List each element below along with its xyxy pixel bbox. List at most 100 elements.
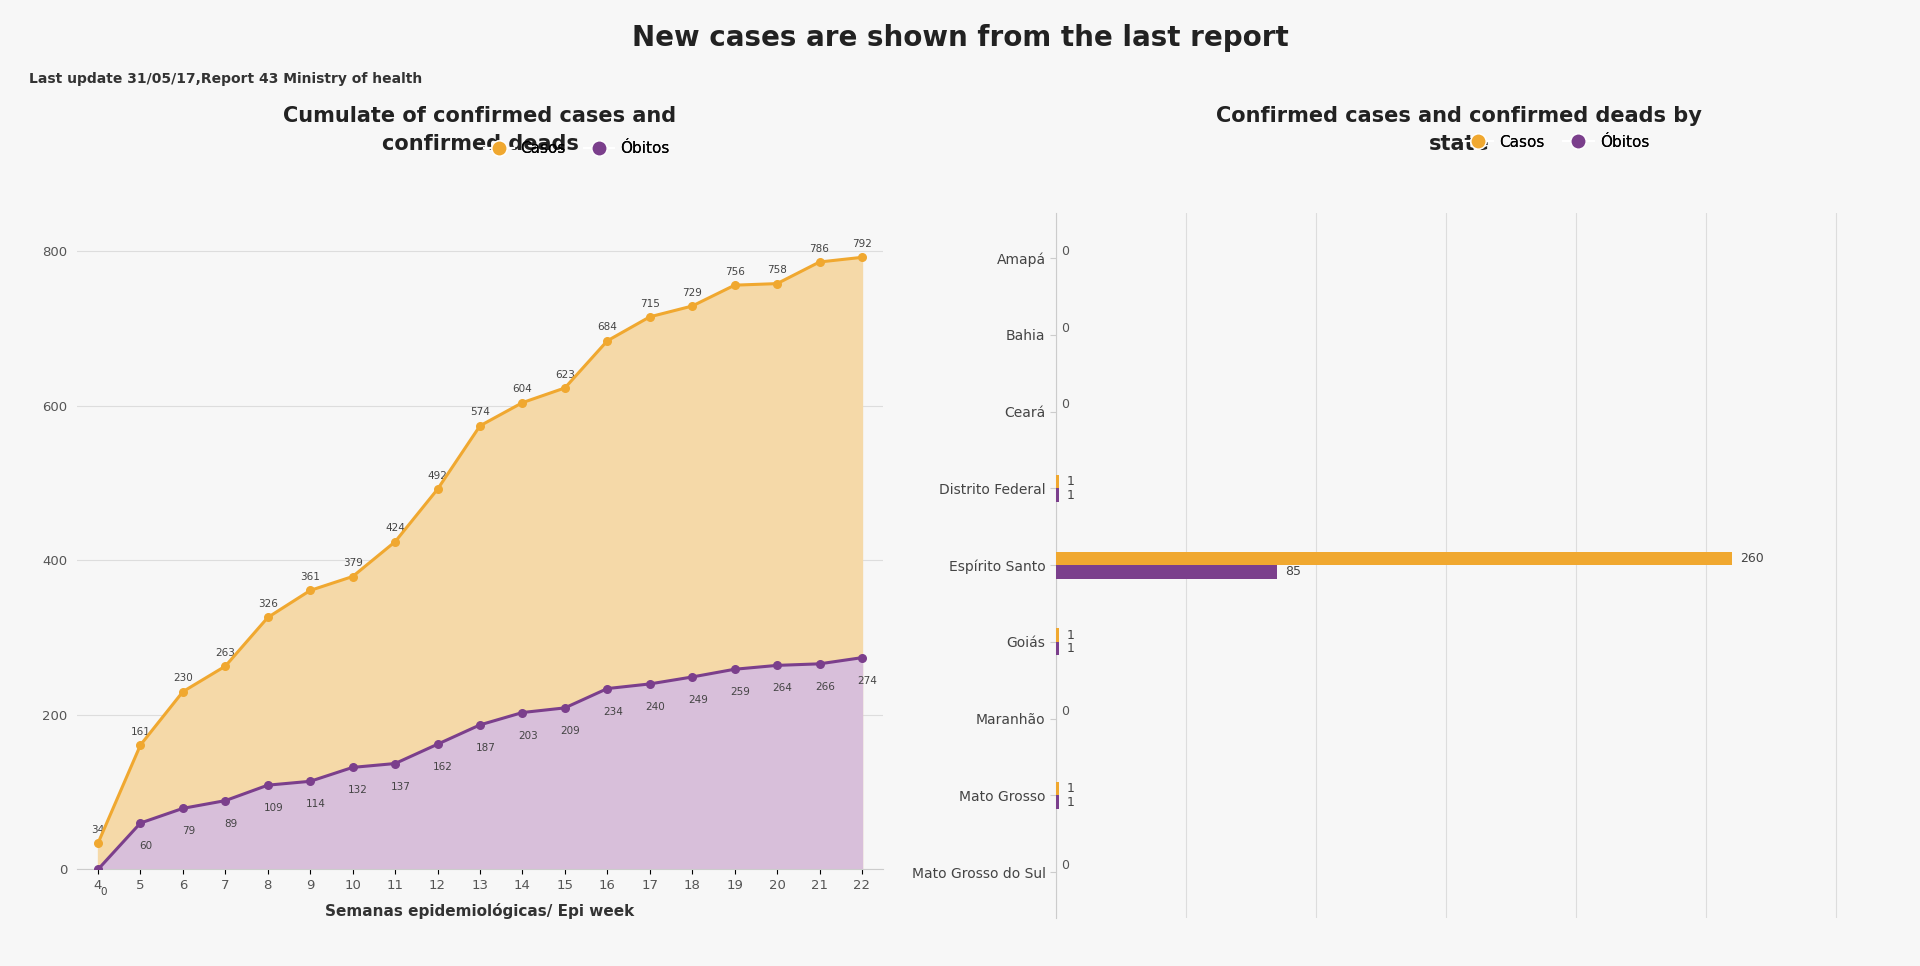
Text: 424: 424 xyxy=(386,524,405,533)
Point xyxy=(804,254,835,270)
Point xyxy=(209,659,240,674)
Point xyxy=(380,534,411,550)
Point xyxy=(338,759,369,775)
Text: 1: 1 xyxy=(1066,629,1075,641)
Point xyxy=(507,395,538,411)
Text: 623: 623 xyxy=(555,370,574,380)
Text: 60: 60 xyxy=(140,841,152,851)
Point xyxy=(762,276,793,292)
Point xyxy=(847,650,877,666)
Bar xyxy=(1056,565,1277,579)
Text: 274: 274 xyxy=(858,675,877,686)
Bar xyxy=(1056,641,1058,655)
Text: 1: 1 xyxy=(1066,782,1075,795)
Point xyxy=(678,298,708,314)
Point xyxy=(507,705,538,721)
Text: 260: 260 xyxy=(1740,552,1764,565)
Bar xyxy=(1056,475,1058,489)
Point xyxy=(252,610,282,625)
Point xyxy=(422,736,453,752)
Point xyxy=(380,755,411,771)
Point xyxy=(83,862,113,877)
Text: 1: 1 xyxy=(1066,475,1075,488)
Point xyxy=(125,815,156,831)
Text: 266: 266 xyxy=(816,682,835,692)
Text: 786: 786 xyxy=(810,243,829,254)
Point xyxy=(252,778,282,793)
Point xyxy=(209,793,240,809)
Text: 234: 234 xyxy=(603,706,622,717)
Text: 758: 758 xyxy=(768,266,787,275)
Text: 1: 1 xyxy=(1066,796,1075,809)
Point xyxy=(634,676,664,692)
Text: 715: 715 xyxy=(639,298,660,308)
Point xyxy=(549,700,580,716)
Point xyxy=(847,249,877,265)
Bar xyxy=(1056,629,1058,641)
Text: 240: 240 xyxy=(645,702,664,712)
Point xyxy=(296,774,326,789)
Point xyxy=(591,333,622,349)
Title: Cumulate of confirmed cases and
confirmed deads: Cumulate of confirmed cases and confirme… xyxy=(284,106,676,154)
Point xyxy=(83,836,113,851)
Text: 263: 263 xyxy=(215,648,236,658)
Text: 792: 792 xyxy=(852,239,872,249)
Text: 209: 209 xyxy=(561,725,580,736)
Text: 0: 0 xyxy=(1062,322,1069,334)
Text: 574: 574 xyxy=(470,408,490,417)
Point xyxy=(804,656,835,671)
Point xyxy=(465,418,495,434)
Text: New cases are shown from the last report: New cases are shown from the last report xyxy=(632,24,1288,52)
Point xyxy=(634,309,664,325)
Point xyxy=(167,684,198,699)
Text: 0: 0 xyxy=(1062,859,1069,872)
Text: 361: 361 xyxy=(300,572,321,582)
Text: 264: 264 xyxy=(772,683,793,694)
Text: 0: 0 xyxy=(1062,398,1069,412)
Text: 85: 85 xyxy=(1284,565,1302,579)
Text: 162: 162 xyxy=(434,762,453,772)
Text: 684: 684 xyxy=(597,323,616,332)
Text: Last update 31/05/17,Report 43 Ministry of health: Last update 31/05/17,Report 43 Ministry … xyxy=(29,72,422,86)
Bar xyxy=(1056,795,1058,809)
Text: 0: 0 xyxy=(1062,705,1069,719)
Point xyxy=(678,669,708,685)
Text: 492: 492 xyxy=(428,470,447,481)
Text: 137: 137 xyxy=(392,781,411,791)
Text: 0: 0 xyxy=(1062,244,1069,258)
Point xyxy=(296,582,326,598)
Text: 187: 187 xyxy=(476,743,495,753)
Text: 203: 203 xyxy=(518,730,538,741)
Text: 729: 729 xyxy=(682,288,703,298)
Point xyxy=(591,681,622,696)
Legend: Casos, Óbitos: Casos, Óbitos xyxy=(478,135,676,162)
Text: 34: 34 xyxy=(92,825,106,835)
Text: 89: 89 xyxy=(225,818,238,829)
Bar xyxy=(1056,552,1732,565)
Text: 109: 109 xyxy=(263,803,284,813)
Bar xyxy=(1056,782,1058,795)
Text: 114: 114 xyxy=(305,799,326,810)
Text: 0: 0 xyxy=(100,888,108,897)
Text: 249: 249 xyxy=(687,695,708,705)
Point xyxy=(167,801,198,816)
Title: Confirmed cases and confirmed deads by
state: Confirmed cases and confirmed deads by s… xyxy=(1215,106,1703,154)
Point xyxy=(465,717,495,732)
Point xyxy=(720,277,751,293)
Text: 756: 756 xyxy=(724,267,745,277)
Text: 161: 161 xyxy=(131,726,150,737)
Point xyxy=(338,569,369,584)
Point xyxy=(422,481,453,497)
Text: 132: 132 xyxy=(348,785,369,795)
Point xyxy=(720,662,751,677)
Legend: Casos, Óbitos: Casos, Óbitos xyxy=(1457,128,1655,156)
Text: 230: 230 xyxy=(173,673,192,683)
Point xyxy=(549,381,580,396)
Text: 79: 79 xyxy=(182,826,196,837)
Point xyxy=(762,658,793,673)
Text: 259: 259 xyxy=(730,687,751,697)
Text: 1: 1 xyxy=(1066,642,1075,655)
Text: 604: 604 xyxy=(513,384,532,394)
Text: 1: 1 xyxy=(1066,489,1075,501)
Point xyxy=(125,737,156,753)
